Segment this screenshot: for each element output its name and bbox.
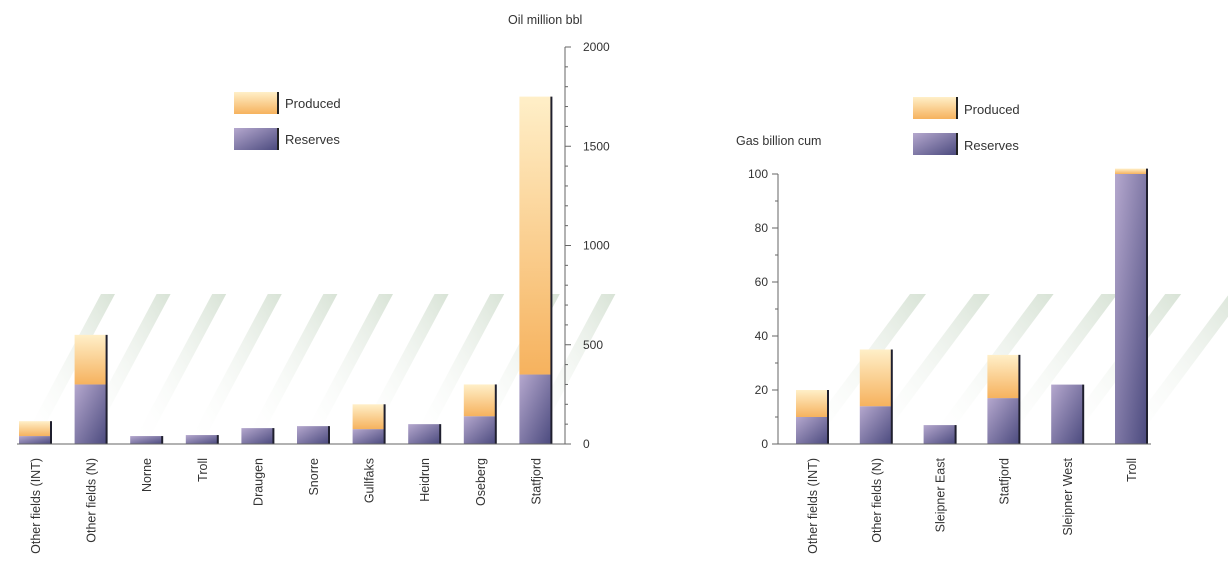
oil-axis-title: Oil million bbl <box>508 13 582 27</box>
shadow-stripe <box>132 294 227 444</box>
gas-legend-produced-label: Produced <box>964 102 1020 117</box>
gas-category-labels: Other fields (INT) Other fields (N) Sleipn… <box>806 457 1139 553</box>
category-label: Other fields (INT) <box>29 458 43 554</box>
category-label: Statfjord <box>997 458 1011 505</box>
y-tick-label: 2000 <box>583 40 610 54</box>
category-label: Sleipner East <box>934 457 948 532</box>
shadow-stripe <box>21 294 115 444</box>
bar-reserves <box>74 384 107 444</box>
gas-legend-reserves-label: Reserves <box>964 138 1019 153</box>
y-tick-label: 20 <box>755 383 769 397</box>
shadow-stripe <box>1117 295 1228 444</box>
category-label: Other fields (N) <box>85 458 99 543</box>
category-label: Draugen <box>251 458 265 506</box>
category-label: Norne <box>140 458 154 492</box>
bar-reserves <box>923 425 956 444</box>
bar-reserves <box>19 436 51 444</box>
y-tick-label: 0 <box>761 437 768 451</box>
bar-reserves <box>859 406 892 444</box>
bar-produced <box>519 96 552 375</box>
gas-legend-reserves-swatch <box>913 133 957 155</box>
oil-legend-produced-label: Produced <box>285 96 341 111</box>
category-label: Heidrun <box>418 458 432 502</box>
bar-reserves <box>408 424 441 444</box>
gas-legend-produced-swatch <box>913 97 957 119</box>
category-label: Gullfaks <box>363 458 377 503</box>
shadow-stripe <box>410 294 505 444</box>
bar-produced <box>74 334 107 385</box>
bar-reserves <box>297 426 329 444</box>
bar-reserves <box>463 416 496 444</box>
bar-produced <box>352 404 385 430</box>
oil-legend-produced-swatch <box>234 92 278 114</box>
bar-produced <box>1115 168 1147 174</box>
category-label: Other fields (INT) <box>806 458 820 554</box>
oil-legend: Produced Reserves <box>234 92 341 150</box>
gas-axis-title: Gas billion cum <box>736 134 821 148</box>
bar-reserves <box>1051 384 1084 444</box>
gas-bars <box>796 168 1148 444</box>
bar-reserves <box>130 436 163 444</box>
shadow-stripe <box>861 294 990 444</box>
y-tick-label: 100 <box>748 167 768 181</box>
bar-reserves <box>987 398 1020 444</box>
bar-produced <box>796 390 828 417</box>
y-tick-label: 40 <box>755 329 769 343</box>
category-label: Troll <box>196 458 210 482</box>
bar-reserves <box>185 435 218 444</box>
bar-produced <box>859 349 892 407</box>
y-tick-label: 500 <box>583 338 603 352</box>
shadow-stripe <box>187 294 282 444</box>
category-label: Statfjord <box>529 458 543 505</box>
oil-legend-reserves-label: Reserves <box>285 132 340 147</box>
category-label: Other fields (N) <box>870 458 884 543</box>
bar-reserves <box>519 374 552 444</box>
category-label: Snorre <box>307 458 321 496</box>
bar-reserves <box>352 429 385 444</box>
category-label: Sleipner West <box>1061 457 1075 535</box>
shadow-stripe <box>243 294 338 444</box>
shadow-stripe <box>989 294 1118 444</box>
gas-y-axis: 0 20 40 60 80 100 <box>748 167 1151 451</box>
bar-reserves <box>241 428 274 444</box>
bar-produced <box>19 421 51 437</box>
oil-bars <box>19 96 553 444</box>
oil-category-labels: Other fields (INT) Other fields (N) Norne T… <box>29 458 543 554</box>
gas-legend: Produced Reserves <box>913 97 1020 155</box>
y-tick-label: 60 <box>755 275 769 289</box>
category-label: Oseberg <box>474 458 488 506</box>
bar-produced <box>987 354 1020 399</box>
y-tick-label: 1000 <box>583 239 610 253</box>
shadow-stripe <box>299 294 393 444</box>
y-tick-label: 80 <box>755 221 769 235</box>
category-label: Troll <box>1125 458 1139 482</box>
bar-reserves <box>1115 174 1147 444</box>
y-tick-label: 1500 <box>583 139 610 153</box>
bar-produced <box>463 384 496 417</box>
bar-reserves <box>796 417 828 444</box>
oil-legend-reserves-swatch <box>234 128 278 150</box>
oil-y-axis: 0 500 1000 1500 2000 <box>17 40 610 451</box>
y-tick-label: 0 <box>583 437 590 451</box>
